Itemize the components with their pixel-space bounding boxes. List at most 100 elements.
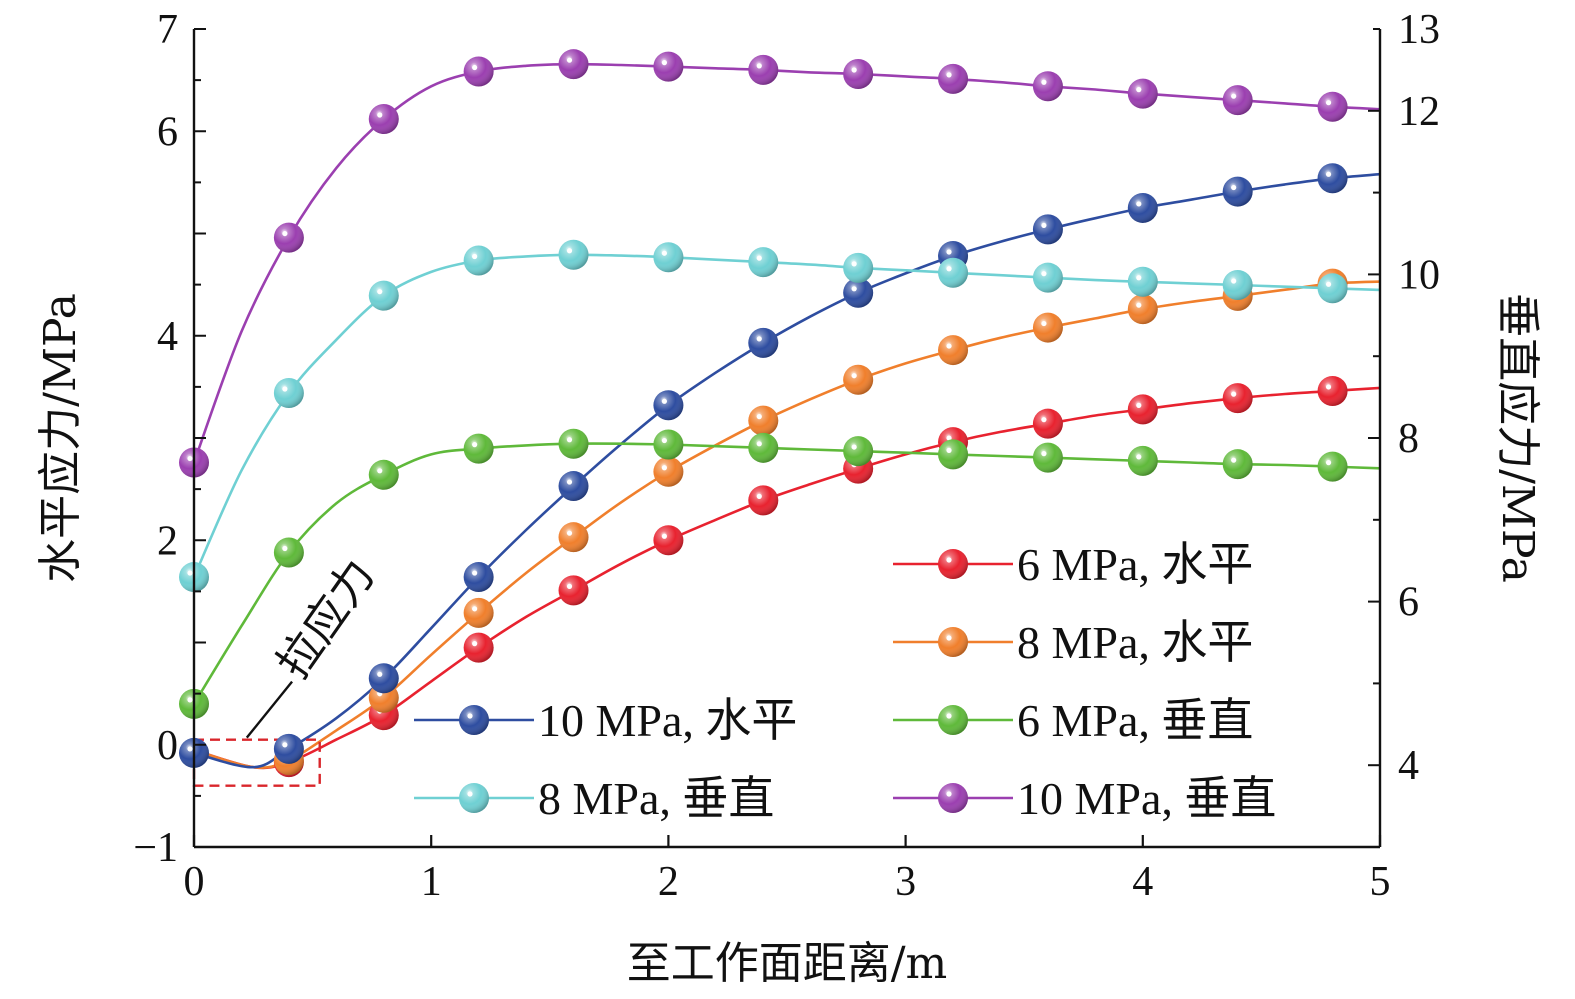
series-5-point-2 xyxy=(368,103,399,134)
series-2-point-7 xyxy=(843,277,874,308)
series-3-point-10 xyxy=(1127,445,1158,476)
legend-entry-3: 10 MPa, 垂直 xyxy=(893,773,1276,824)
y-left-tick-label-4: 6 xyxy=(157,109,178,155)
series-5-point-10 xyxy=(1127,78,1158,109)
y-right-tick-label-4: 12 xyxy=(1398,89,1440,135)
legend-label: 6 MPa, 垂直 xyxy=(1017,695,1253,746)
legend-entry-1: 8 MPa, 水平 xyxy=(893,617,1253,668)
legend-marker xyxy=(459,783,489,813)
x-tick-label-3: 3 xyxy=(895,859,916,905)
series-5-point-1 xyxy=(273,222,304,253)
series-4-point-4 xyxy=(558,239,589,270)
legend-marker xyxy=(938,627,968,657)
series-4-point-2 xyxy=(368,280,399,311)
y-right-tick-label-5: 13 xyxy=(1398,7,1440,53)
series-0-point-2 xyxy=(463,632,494,663)
legend-entry-5: 8 MPa, 垂直 xyxy=(414,773,774,824)
x-tick-label-0: 0 xyxy=(184,859,205,905)
series-0-point-4 xyxy=(653,525,684,556)
legend-marker xyxy=(938,549,968,579)
series-5-point-11 xyxy=(1222,85,1253,116)
series-5-point-7 xyxy=(843,58,874,89)
legend-entry-0: 6 MPa, 水平 xyxy=(893,539,1253,590)
series-3-point-5 xyxy=(653,429,684,460)
series-3-point-2 xyxy=(368,459,399,490)
x-tick-label-4: 4 xyxy=(1132,859,1153,905)
series-1-point-4 xyxy=(653,456,684,487)
series-2-point-1 xyxy=(273,733,304,764)
series-3-point-11 xyxy=(1222,449,1253,480)
y-right-tick-label-1: 6 xyxy=(1398,580,1419,626)
y-axis-right-title: 垂直应力/MPa xyxy=(1492,293,1543,583)
series-0-point-9 xyxy=(1127,394,1158,425)
x-tick-label-1: 1 xyxy=(421,859,442,905)
x-axis-title: 至工作面距离/m xyxy=(627,938,948,989)
legend-marker xyxy=(459,705,489,735)
y-left-tick-label-3: 4 xyxy=(157,314,178,360)
x-tick-label-2: 2 xyxy=(658,859,679,905)
series-2-point-11 xyxy=(1222,176,1253,207)
series-5-point-8 xyxy=(938,63,969,94)
y-right-tick-label-0: 4 xyxy=(1398,743,1419,789)
series-0-point-3 xyxy=(558,575,589,606)
series-3-point-9 xyxy=(1032,442,1063,473)
series-5-point-6 xyxy=(748,54,779,85)
series-2-point-12 xyxy=(1317,163,1348,194)
legend-label: 6 MPa, 水平 xyxy=(1017,539,1253,590)
series-3-point-4 xyxy=(558,428,589,459)
series-5-point-3 xyxy=(463,56,494,87)
tensile-stress-leader xyxy=(245,680,293,739)
series-4-point-5 xyxy=(653,242,684,273)
y-left-tick-label-1: 0 xyxy=(157,723,178,769)
series-3-point-8 xyxy=(938,439,969,470)
series-4-point-3 xyxy=(463,245,494,276)
series-4-point-8 xyxy=(938,257,969,288)
series-1-point-9 xyxy=(1127,294,1158,325)
series-2-point-9 xyxy=(1032,214,1063,245)
series-4-point-9 xyxy=(1032,262,1063,293)
legend-label: 10 MPa, 垂直 xyxy=(1017,773,1276,824)
series-3-point-7 xyxy=(843,436,874,467)
series-0-point-10 xyxy=(1222,383,1253,414)
series-5-point-5 xyxy=(653,51,684,82)
series-2-point-10 xyxy=(1127,192,1158,223)
series-1-point-3 xyxy=(558,522,589,553)
series-4-point-11 xyxy=(1222,270,1253,301)
legend-label: 10 MPa, 水平 xyxy=(538,695,797,746)
series-5-point-4 xyxy=(558,49,589,80)
series-3-point-1 xyxy=(273,537,304,568)
y-left-tick-label-5: 7 xyxy=(157,7,178,53)
series-4-point-10 xyxy=(1127,266,1158,297)
series-2-point-6 xyxy=(748,327,779,358)
series-1-point-5 xyxy=(748,405,779,436)
series-0-point-8 xyxy=(1032,408,1063,439)
series-1-point-8 xyxy=(1032,312,1063,343)
legend: 6 MPa, 水平 8 MPa, 水平 6 MPa, 垂直 10 MPa, 垂直 10 … xyxy=(414,539,1276,824)
series-1-point-7 xyxy=(938,335,969,366)
y-left-tick-label-0: −1 xyxy=(133,825,178,871)
tensile-stress-label: 拉应力 xyxy=(268,551,385,688)
series-1-point-2 xyxy=(463,597,494,628)
series-3-point-6 xyxy=(748,432,779,463)
series-1-point-6 xyxy=(843,364,874,395)
y-axis-left-title: 水平应力/MPa xyxy=(35,293,86,583)
legend-marker xyxy=(938,705,968,735)
y-right-tick-label-2: 8 xyxy=(1398,416,1419,462)
legend-entry-4: 10 MPa, 水平 xyxy=(414,695,797,746)
series-4-point-6 xyxy=(748,247,779,278)
series-4-point-1 xyxy=(273,378,304,409)
y-right-tick-label-3: 10 xyxy=(1398,252,1440,298)
legend-entry-2: 6 MPa, 垂直 xyxy=(893,695,1253,746)
series-5-point-12 xyxy=(1317,91,1348,122)
series-0-point-11 xyxy=(1317,375,1348,406)
series-4-point-7 xyxy=(843,252,874,283)
series-5-point-9 xyxy=(1032,71,1063,102)
series-2-point-5 xyxy=(653,390,684,421)
legend-label: 8 MPa, 水平 xyxy=(1017,617,1253,668)
series-4-point-12 xyxy=(1317,273,1348,304)
x-tick-label-5: 5 xyxy=(1370,859,1391,905)
series-2-point-3 xyxy=(463,562,494,593)
y-left-tick-label-2: 2 xyxy=(157,518,178,564)
